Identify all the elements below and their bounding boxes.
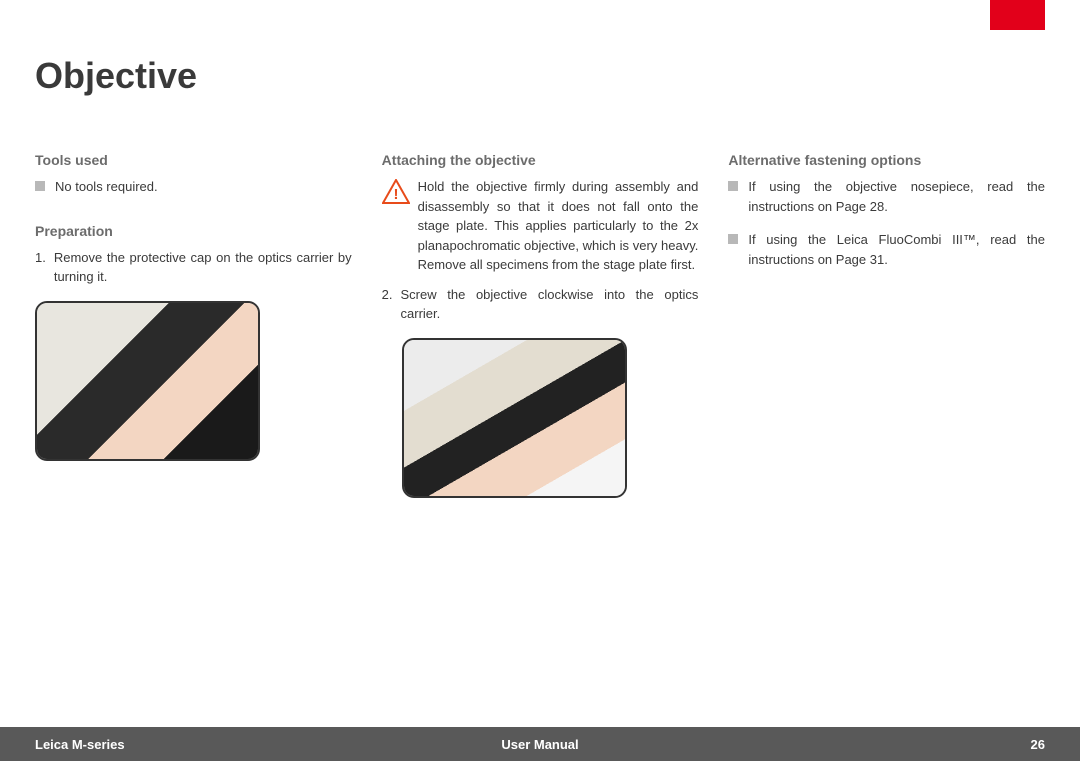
svg-text:!: ! [393,186,398,203]
tools-bullet: No tools required. [35,177,352,197]
content-columns: Tools used No tools required. Preparatio… [35,150,1045,498]
alt-item-1: If using the objective nosepiece, read t… [728,177,1045,216]
warning-icon: ! [382,179,410,275]
preparation-photo [35,301,260,461]
attaching-heading: Attaching the objective [382,150,699,171]
preparation-section: Preparation 1. Remove the protective cap… [35,221,352,461]
prep-step-1: 1. Remove the protective cap on the opti… [35,248,352,287]
alternative-heading: Alternative fastening options [728,150,1045,171]
attach-step-2: 2. Screw the objective clockwise into th… [382,285,699,324]
alt-text-1: If using the objective nosepiece, read t… [748,177,1045,216]
attach-step-text: Screw the objective clockwise into the o… [401,285,699,324]
alt-item-2: If using the Leica FluoCombi III™, read … [728,230,1045,269]
attaching-photo [402,338,627,498]
warning-block: ! Hold the objective firmly during assem… [382,177,699,275]
footer-doc-type: User Manual [372,737,709,752]
tools-text: No tools required. [55,177,158,197]
column-1: Tools used No tools required. Preparatio… [35,150,352,498]
column-3: Alternative fastening options If using t… [728,150,1045,498]
page-footer: Leica M-series User Manual 26 [0,727,1080,761]
alt-text-2: If using the Leica FluoCombi III™, read … [748,230,1045,269]
warning-text: Hold the objective firmly during assembl… [418,177,699,275]
page-title: Objective [35,55,197,97]
step-number: 1. [35,248,46,287]
step-number: 2. [382,285,393,324]
footer-product: Leica M-series [35,737,372,752]
footer-page-number: 26 [708,737,1045,752]
brand-logo [990,0,1045,30]
square-bullet-icon [728,234,738,244]
preparation-heading: Preparation [35,221,352,242]
square-bullet-icon [35,181,45,191]
square-bullet-icon [728,181,738,191]
prep-step-text: Remove the protective cap on the optics … [54,248,352,287]
column-2: Attaching the objective ! Hold the objec… [382,150,699,498]
tools-used-heading: Tools used [35,150,352,171]
